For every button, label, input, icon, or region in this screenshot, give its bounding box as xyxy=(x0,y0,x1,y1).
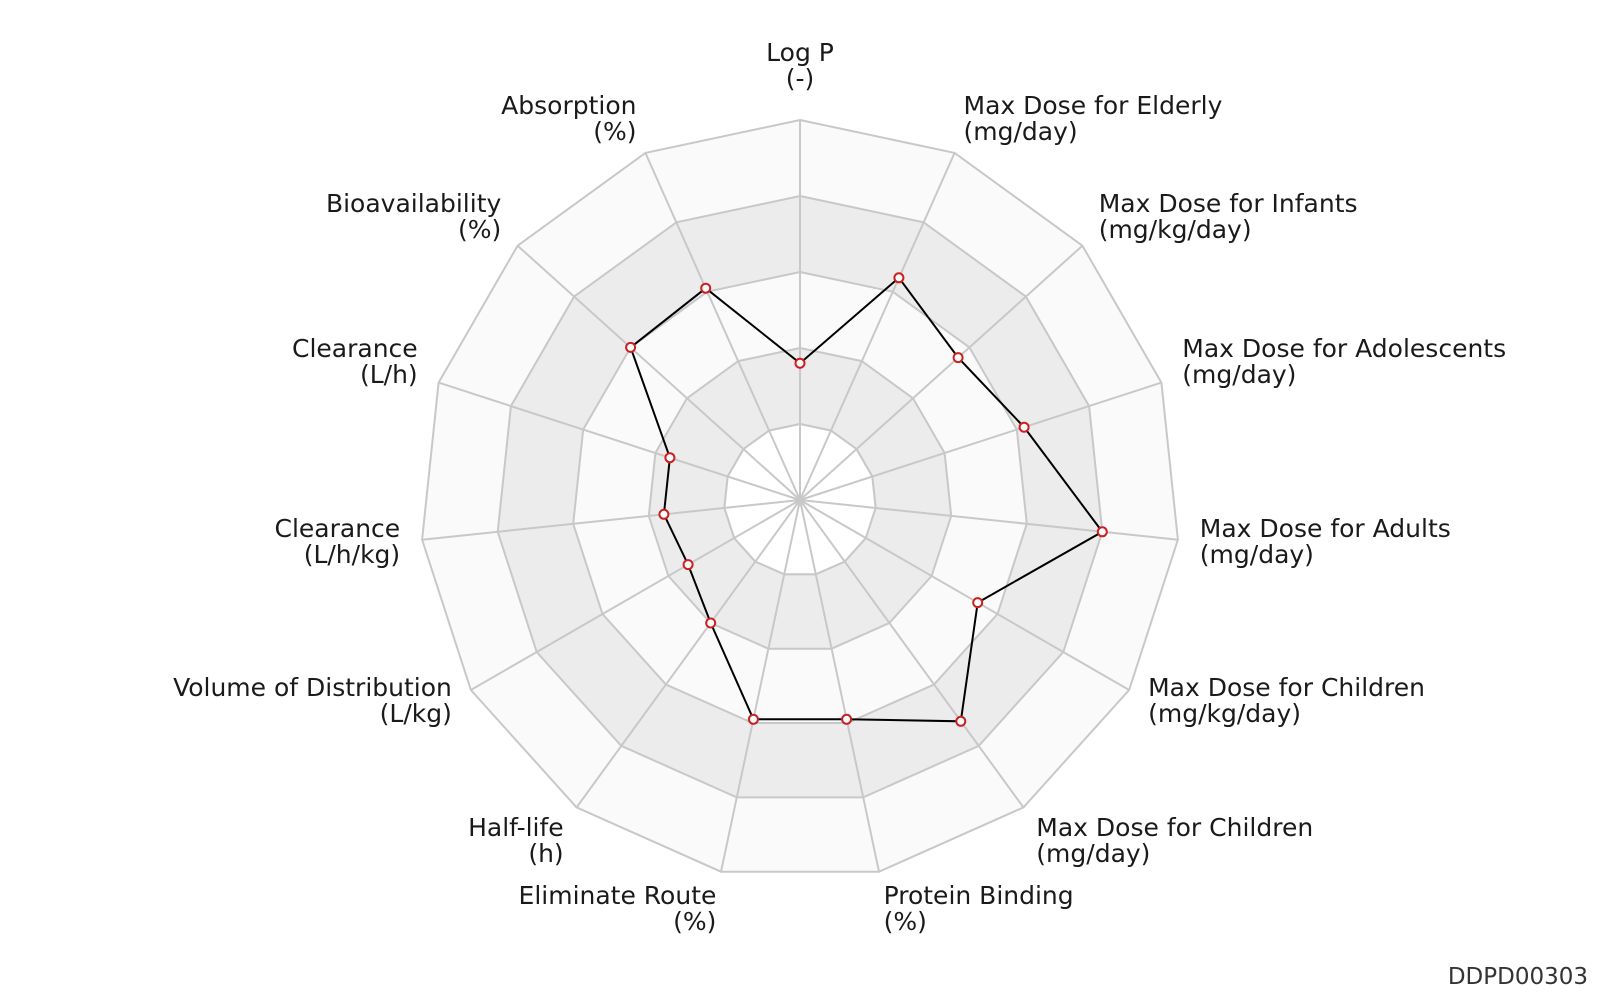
data-point xyxy=(1096,526,1108,538)
axis-spoke xyxy=(799,244,1084,501)
axis-label-unit: (L/kg) xyxy=(379,699,452,728)
data-point xyxy=(893,272,905,284)
axis-label-name: Half-life xyxy=(468,813,564,843)
axis-label-unit: (%) xyxy=(458,215,502,244)
data-point xyxy=(747,713,759,725)
axis-label: Log P (-) xyxy=(766,40,834,92)
data-point xyxy=(625,341,637,353)
axis-spoke xyxy=(516,244,801,501)
axis-label-name: Max Dose for Children xyxy=(1036,813,1314,843)
series-line xyxy=(629,276,1104,723)
axis-label-name: Max Dose for Children xyxy=(1148,673,1425,702)
axis-spoke xyxy=(421,499,801,541)
axis-label-name: Bioavailability xyxy=(325,189,502,218)
axis-label-unit: (%) xyxy=(883,907,927,937)
axis-label-name: Clearance xyxy=(274,514,401,543)
axis-label-unit: (mg/day) xyxy=(1182,359,1297,389)
axis-spoke xyxy=(644,152,801,501)
axis-label-unit: (mg/kg/day) xyxy=(1148,699,1301,728)
axis-spoke xyxy=(799,381,1162,501)
data-point xyxy=(700,282,712,294)
axis-label: Half-life (h) xyxy=(468,815,564,867)
axis-label-unit: (%) xyxy=(673,907,717,937)
axis-label-unit: (mg/day) xyxy=(1036,839,1151,869)
axis-label-name: Protein Binding xyxy=(883,881,1074,911)
axis-label: Clearance (L/h/kg) xyxy=(275,516,401,568)
radar-series xyxy=(625,272,1108,727)
axis-label: Protein Binding (%) xyxy=(884,883,1074,935)
axis-spoke xyxy=(799,152,956,501)
axis-label: Absorption (%) xyxy=(501,90,637,146)
axis-spoke xyxy=(720,499,801,872)
data-point xyxy=(952,352,964,364)
data-point xyxy=(1018,421,1030,433)
axis-label-unit: (-) xyxy=(785,64,815,93)
axis-label: Eliminate Route (%) xyxy=(519,883,717,935)
axis-label-unit: (L/h) xyxy=(359,359,418,389)
watermark-id: DDPD00303 xyxy=(1447,964,1588,990)
axis-label-unit: (mg/day) xyxy=(1199,540,1314,569)
axis-label-name: Absorption xyxy=(501,90,637,120)
axis-label: Volume of Distribution (L/kg) xyxy=(173,675,452,727)
axis-label-name: Volume of Distribution xyxy=(173,673,452,702)
axis-label-name: Clearance xyxy=(292,333,418,363)
axis-spoke xyxy=(799,499,1130,691)
axis-label-name: Eliminate Route xyxy=(518,881,717,911)
axis-label: Max Dose for Children (mg/kg/day) xyxy=(1148,675,1425,727)
axis-spoke xyxy=(438,381,801,501)
axis-label: Max Dose for Infants (mg/kg/day) xyxy=(1099,191,1358,243)
axis-label-name: Max Dose for Infants xyxy=(1098,189,1358,218)
axis-label-unit: (mg/kg/day) xyxy=(1098,215,1252,244)
axis-label-name: Max Dose for Elderly xyxy=(963,90,1223,120)
axis-label-unit: (L/h/kg) xyxy=(303,540,401,569)
data-point xyxy=(794,357,806,369)
axis-label-unit: (mg/day) xyxy=(963,116,1078,146)
data-point xyxy=(658,508,670,520)
axis-label-name: Max Dose for Adults xyxy=(1199,514,1451,543)
axis-label: Bioavailability (%) xyxy=(326,191,501,243)
radar-spokes xyxy=(421,120,1179,872)
axis-spoke xyxy=(799,499,880,872)
data-point xyxy=(705,617,717,629)
data-point xyxy=(841,713,853,725)
data-point xyxy=(955,715,967,727)
axis-spoke xyxy=(575,499,801,808)
axis-label: Max Dose for Elderly (mg/day) xyxy=(963,90,1223,146)
axis-label: Max Dose for Adolescents (mg/day) xyxy=(1182,333,1507,389)
data-point xyxy=(682,559,694,571)
axis-label: Max Dose for Children (mg/day) xyxy=(1036,815,1313,867)
axis-spoke xyxy=(799,499,1179,541)
axis-label: Max Dose for Adults (mg/day) xyxy=(1200,516,1451,568)
axis-label-unit: (%) xyxy=(593,116,637,146)
axis-label: Clearance (L/h) xyxy=(292,333,418,389)
axis-label-name: Log P xyxy=(766,38,834,67)
axis-spoke xyxy=(470,499,801,691)
data-point xyxy=(664,452,676,464)
data-point xyxy=(972,597,984,609)
axis-label-name: Max Dose for Adolescents xyxy=(1182,333,1507,363)
axis-label-unit: (h) xyxy=(528,839,564,869)
axis-spoke xyxy=(799,499,1025,808)
